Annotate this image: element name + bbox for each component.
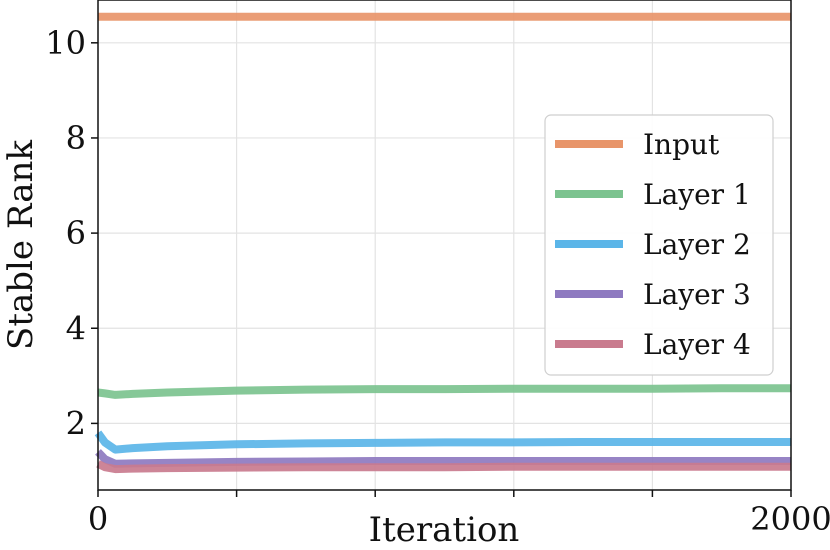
legend-label: Input — [643, 128, 720, 161]
legend: Input Layer 1 Layer 2 Layer 3 Layer 4 — [544, 114, 774, 376]
y-tick-label: 8 — [66, 119, 86, 157]
plot-frame — [97, 0, 792, 491]
legend-label: Layer 3 — [643, 278, 751, 311]
x-axis-label: Iteration — [369, 510, 520, 550]
series-line-layer-2 — [94, 430, 791, 454]
series-layer — [94, 12, 791, 474]
series-line-layer-3 — [95, 449, 791, 468]
axis-ticks: 0 2000 2 4 6 8 10 — [45, 24, 830, 538]
legend-label: Layer 4 — [643, 328, 751, 361]
legend-label: Layer 2 — [643, 228, 751, 261]
legend-box — [544, 114, 774, 376]
x-tick-label: 2000 — [750, 500, 830, 538]
x-tick-label: 0 — [88, 500, 108, 538]
legend-label: Layer 1 — [643, 178, 751, 211]
y-tick-label: 6 — [66, 214, 86, 252]
y-tick-label: 10 — [45, 24, 86, 62]
series-line-layer-1 — [97, 384, 791, 399]
series-line-layer-4 — [96, 460, 791, 474]
y-tick-label: 2 — [66, 404, 86, 442]
y-axis-label: Stable Rank — [1, 140, 41, 350]
y-tick-label: 4 — [66, 309, 86, 347]
grid — [98, 0, 791, 490]
